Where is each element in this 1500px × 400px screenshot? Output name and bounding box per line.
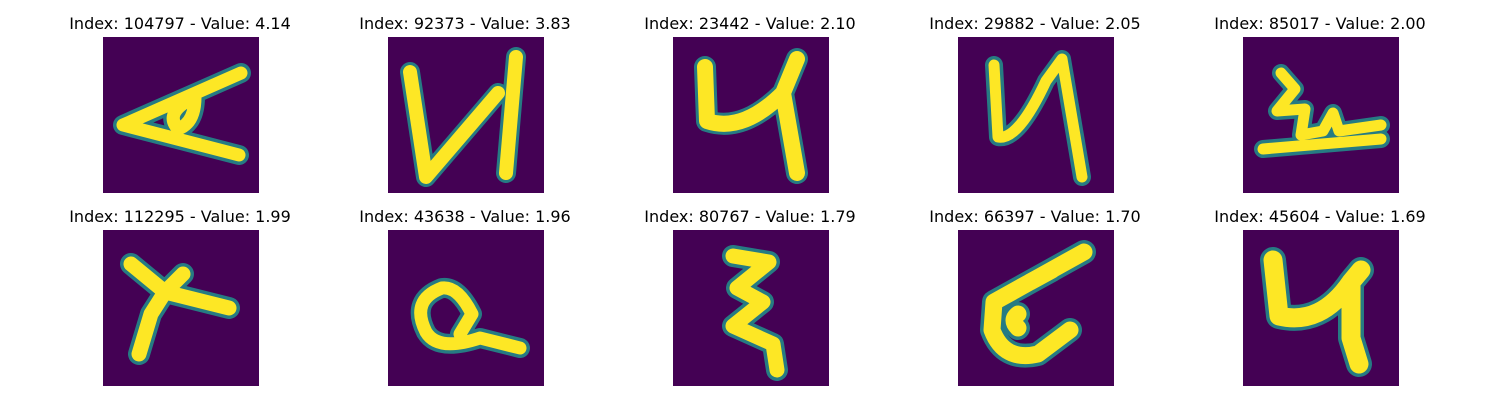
image-panel-5: Index: 85017 - Value: 2.00 [1205,14,1435,194]
panel-title: Index: 29882 - Value: 2.05 [929,14,1141,33]
panel-title: Index: 80767 - Value: 1.79 [644,207,856,226]
panel-title: Index: 43638 - Value: 1.96 [359,207,571,226]
handwritten-glyph-image [1243,230,1399,386]
image-panel-2: Index: 92373 - Value: 3.83 [350,14,580,194]
handwritten-glyph-image [958,37,1114,193]
handwritten-glyph-image [673,37,829,193]
image-panel-10: Index: 45604 - Value: 1.69 [1205,207,1435,387]
image-panel-1: Index: 104797 - Value: 4.14 [65,14,295,194]
handwritten-glyph-image [388,230,544,386]
handwritten-glyph-image [388,37,544,193]
image-panel-6: Index: 112295 - Value: 1.99 [65,207,295,387]
panel-title: Index: 45604 - Value: 1.69 [1214,207,1426,226]
panel-title: Index: 23442 - Value: 2.10 [644,14,856,33]
image-panel-7: Index: 43638 - Value: 1.96 [350,207,580,387]
panel-title: Index: 112295 - Value: 1.99 [69,207,291,226]
handwritten-glyph-image [103,230,259,386]
image-panel-9: Index: 66397 - Value: 1.70 [920,207,1150,387]
panel-title: Index: 66397 - Value: 1.70 [929,207,1141,226]
image-panel-8: Index: 80767 - Value: 1.79 [635,207,865,387]
panel-title: Index: 104797 - Value: 4.14 [69,14,291,33]
panel-title: Index: 85017 - Value: 2.00 [1214,14,1426,33]
image-panel-4: Index: 29882 - Value: 2.05 [920,14,1150,194]
handwritten-glyph-image [103,37,259,193]
handwritten-glyph-image [958,230,1114,386]
handwritten-glyph-image [1243,37,1399,193]
panel-title: Index: 92373 - Value: 3.83 [359,14,571,33]
image-panel-3: Index: 23442 - Value: 2.10 [635,14,865,194]
handwritten-glyph-image [673,230,829,386]
